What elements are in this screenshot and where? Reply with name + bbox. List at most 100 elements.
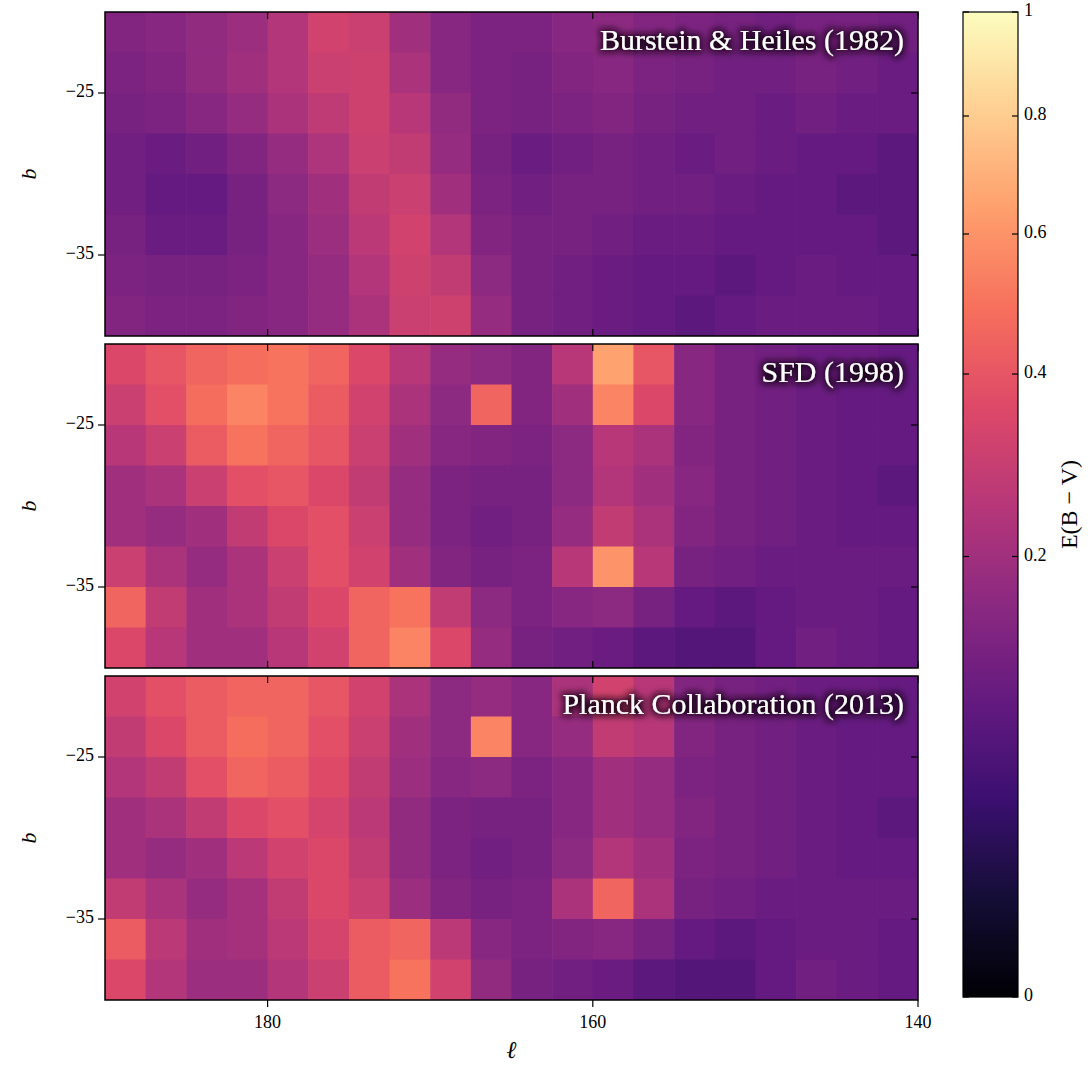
cell (512, 547, 553, 588)
cell (471, 506, 512, 547)
x-tick (917, 661, 918, 668)
cell (186, 506, 227, 547)
cell (146, 676, 187, 717)
cell (349, 919, 390, 960)
cell (186, 174, 227, 215)
cell (430, 676, 471, 717)
cell (552, 547, 593, 588)
cell (227, 919, 268, 960)
colorbar-tick-label: 0 (1024, 985, 1033, 1005)
cell (552, 296, 593, 337)
cell (471, 628, 512, 669)
cell (755, 53, 796, 94)
cell (390, 757, 431, 798)
x-tick (917, 12, 918, 19)
y-tick (911, 756, 918, 757)
cell (390, 93, 431, 134)
cell (227, 798, 268, 839)
cell (146, 53, 187, 94)
cell (146, 879, 187, 920)
x-tick (917, 329, 918, 336)
y-tick (98, 756, 105, 757)
cell (268, 53, 309, 94)
cell (796, 879, 837, 920)
cell (715, 879, 756, 920)
cell (837, 53, 878, 94)
cell (715, 919, 756, 960)
cell (308, 879, 349, 920)
cell (593, 587, 634, 628)
cell (512, 344, 553, 385)
cell (552, 385, 593, 426)
cell (268, 879, 309, 920)
cell (674, 134, 715, 175)
y-tick (98, 424, 105, 425)
cell (837, 547, 878, 588)
cell (430, 134, 471, 175)
cell (633, 547, 674, 588)
cell (349, 960, 390, 1001)
cell (430, 296, 471, 337)
cell (105, 385, 146, 426)
cell (227, 506, 268, 547)
y-tick (911, 586, 918, 587)
cell (837, 838, 878, 879)
cell (308, 960, 349, 1001)
cell (715, 134, 756, 175)
cell (471, 93, 512, 134)
cell (186, 215, 227, 256)
cell (755, 506, 796, 547)
cell (837, 757, 878, 798)
cell (552, 960, 593, 1001)
cell (146, 960, 187, 1001)
cell (186, 93, 227, 134)
cell (552, 425, 593, 466)
cell (512, 628, 553, 669)
colorbar-tick-label: 0.4 (1024, 362, 1047, 382)
cell (471, 12, 512, 53)
cell (349, 676, 390, 717)
cell (146, 134, 187, 175)
cell (552, 757, 593, 798)
cell (349, 717, 390, 758)
cell (268, 587, 309, 628)
cell (633, 717, 674, 758)
cell (877, 53, 918, 94)
frame (105, 12, 918, 336)
cell (877, 255, 918, 296)
cell (349, 798, 390, 839)
y-axis-title: b (16, 501, 41, 512)
cell (633, 919, 674, 960)
cell (837, 879, 878, 920)
cell (593, 798, 634, 839)
cell (633, 879, 674, 920)
cell (430, 466, 471, 507)
cell (593, 547, 634, 588)
cell (512, 919, 553, 960)
cell (796, 296, 837, 337)
colorbar-tick (1012, 115, 1018, 116)
cell (877, 547, 918, 588)
cell (755, 425, 796, 466)
heatmap-cells (105, 676, 918, 1000)
cell (633, 628, 674, 669)
cell (146, 215, 187, 256)
cell (593, 344, 634, 385)
cell (552, 717, 593, 758)
cell (552, 93, 593, 134)
cell (349, 838, 390, 879)
colorbar-tick (963, 115, 969, 116)
cell (877, 134, 918, 175)
cell (105, 174, 146, 215)
cell (349, 93, 390, 134)
cell (268, 919, 309, 960)
cell (146, 296, 187, 337)
cell (349, 628, 390, 669)
cell (877, 506, 918, 547)
cell (755, 838, 796, 879)
cell (471, 960, 512, 1001)
cell (308, 385, 349, 426)
cell (796, 757, 837, 798)
cell (674, 425, 715, 466)
cell (146, 12, 187, 53)
